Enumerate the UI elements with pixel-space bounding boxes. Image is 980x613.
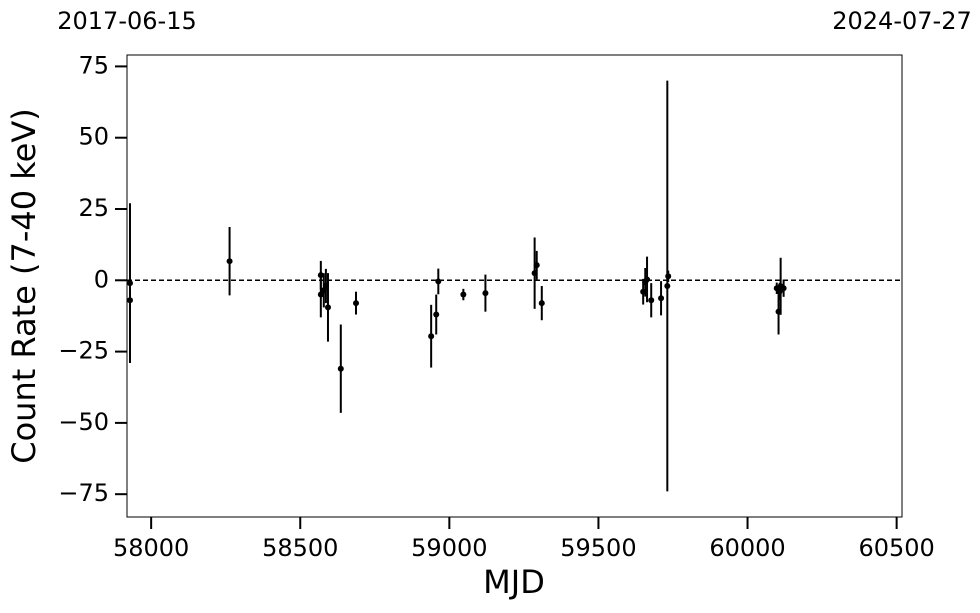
y-tick-label: 0	[94, 265, 109, 293]
data-point	[337, 365, 344, 372]
y-tick-label: −75	[58, 479, 109, 507]
data-point	[644, 276, 651, 283]
data-point	[780, 285, 787, 292]
y-tick-label: −25	[58, 337, 109, 365]
x-tick-label: 60500	[858, 534, 934, 562]
x-tick-label: 59500	[560, 534, 636, 562]
data-point	[665, 273, 672, 280]
top-date-label: 2017-06-15	[57, 7, 196, 35]
data-point	[126, 297, 133, 304]
data-point	[533, 262, 540, 269]
plot-frame	[126, 54, 903, 518]
x-axis-label: MJD	[483, 563, 545, 601]
data-point	[538, 300, 545, 307]
data-point	[324, 304, 331, 311]
x-tick-label: 58000	[113, 534, 189, 562]
x-tick-label: 59000	[411, 534, 487, 562]
x-tick-label: 60000	[709, 534, 785, 562]
data-point	[658, 295, 665, 302]
data-point	[664, 283, 671, 289]
y-tick-label: −50	[58, 408, 109, 436]
data-point	[460, 291, 467, 298]
y-tick-label: 75	[78, 51, 109, 79]
y-tick-label: 50	[78, 123, 109, 151]
data-point	[126, 280, 133, 287]
data-point	[317, 272, 324, 279]
data-point	[428, 333, 435, 340]
data-point	[482, 290, 489, 297]
data-point	[317, 291, 324, 298]
data-point	[353, 300, 360, 307]
data-point	[226, 258, 233, 265]
data-point	[435, 278, 442, 285]
data-point	[648, 297, 655, 304]
y-tick-label: 25	[78, 194, 109, 222]
x-tick-label: 58500	[262, 534, 338, 562]
top-date-label: 2024-07-27	[832, 7, 971, 35]
y-axis-label: Count Rate (7-40 keV)	[5, 108, 43, 463]
data-point	[433, 311, 440, 318]
